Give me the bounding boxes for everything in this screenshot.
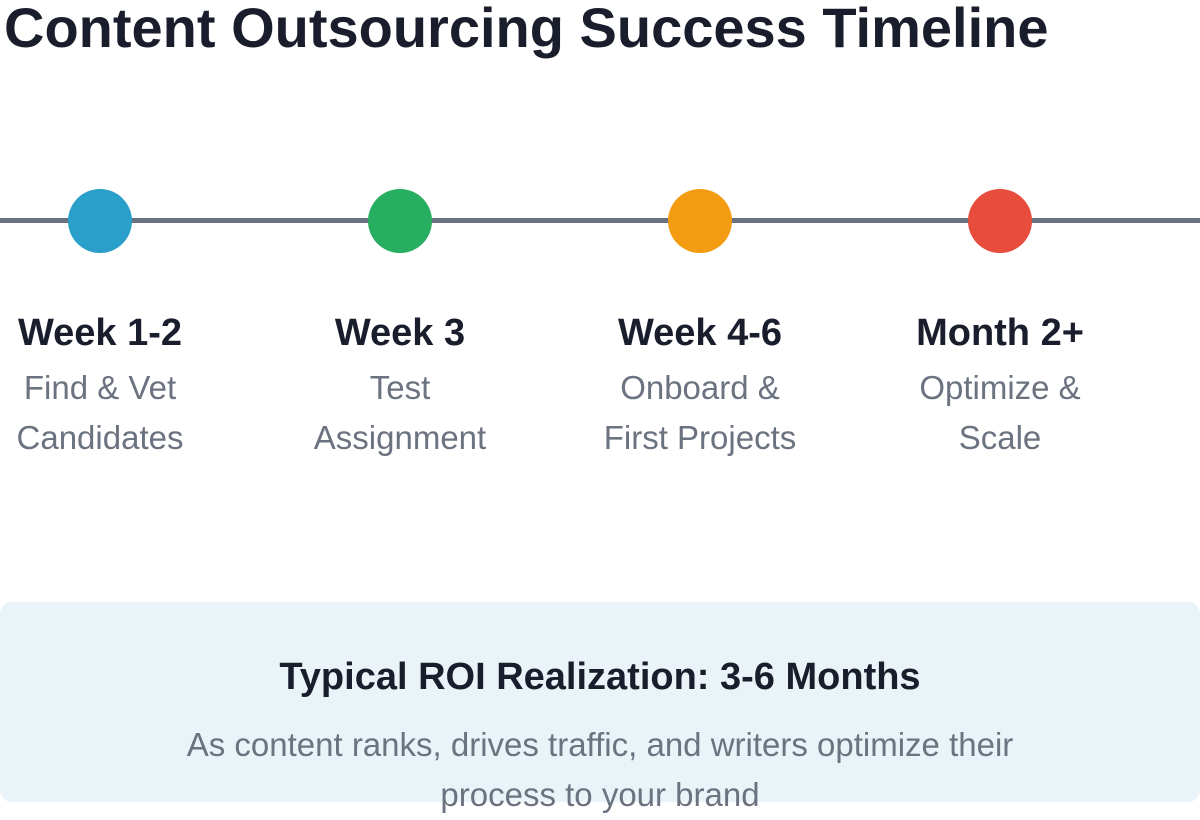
step-label: Week 1-2 [17,312,183,354]
timeline-track [0,218,1200,223]
summary-text: As content ranks, drives traffic, and wr… [186,726,1014,813]
step-label: Week 3 [334,312,466,354]
summary-box [0,602,1200,802]
timeline-step: Week 3 Test Assignment [270,189,530,463]
step-marker [968,189,1032,253]
timeline-step: Week 4-6 Onboard & First Projects [570,189,830,463]
step-description: Find & Vet Candidates [16,369,184,456]
step-description: Test Assignment [313,369,487,456]
step-label: Month 2+ [916,312,1084,354]
step-marker [368,189,432,253]
title: Content Outsourcing Success Timeline [4,0,1049,59]
timeline-step: Week 1-2 Find & Vet Candidates [0,189,230,463]
step-marker [68,189,132,253]
timeline-step: Month 2+ Optimize & Scale [870,189,1130,463]
summary-title: Typical ROI Realization: 3-6 Months [279,656,921,698]
step-description: Onboard & First Projects [603,369,797,456]
step-marker [668,189,732,253]
step-description: Optimize & Scale [919,369,1081,456]
step-label: Week 4-6 [617,312,783,354]
